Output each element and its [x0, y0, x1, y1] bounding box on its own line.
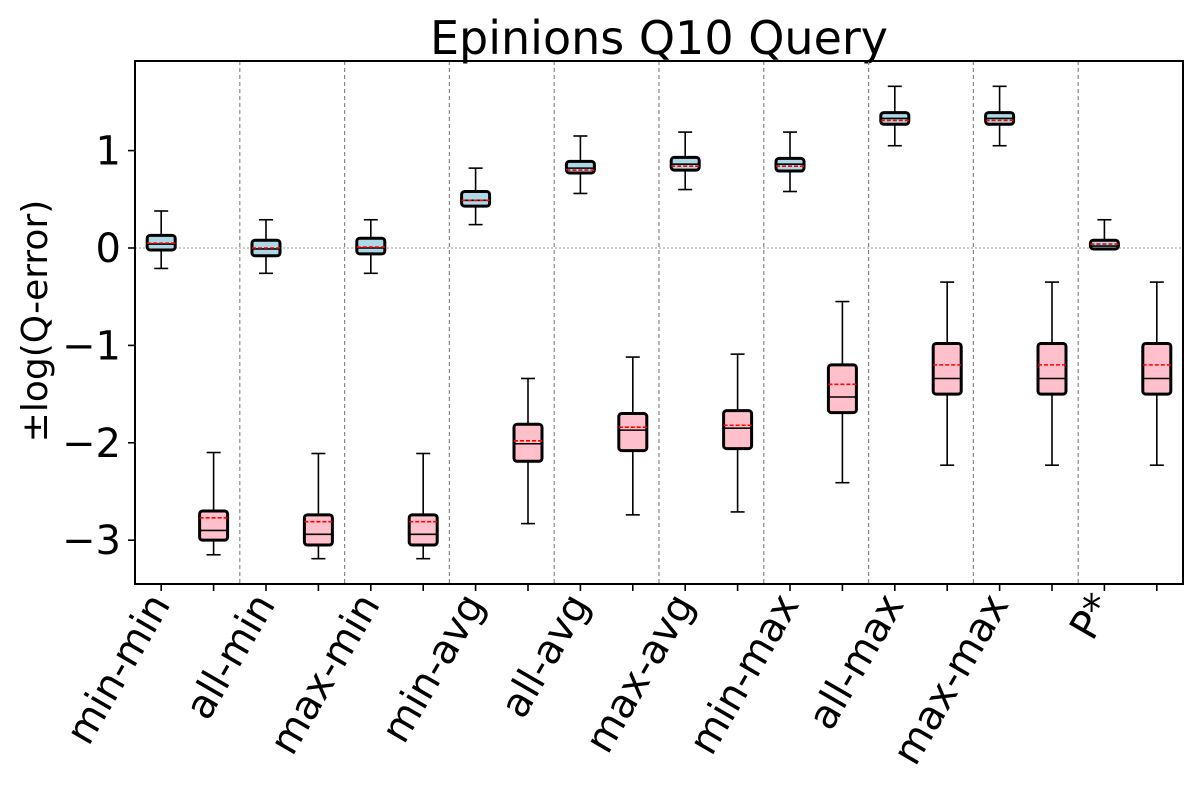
box-iqr [1141, 341, 1173, 396]
box-iqr [460, 190, 492, 208]
y-tick-label: −1 [62, 323, 121, 369]
x-tick-label: P* [1061, 586, 1123, 647]
box-iqr [722, 409, 754, 451]
box-iqr [302, 513, 334, 547]
box-iqr [1036, 341, 1068, 396]
box-iqr [617, 412, 649, 453]
plot-area: 10−1−2−3min-minall-minmax-minmin-avgall-… [57, 60, 1184, 772]
x-tick-label: all-min [177, 586, 285, 727]
box-iqr [512, 422, 544, 463]
x-tick-label: min-avg [373, 586, 495, 751]
box-iqr [198, 509, 230, 542]
x-tick-label: all-avg [492, 586, 599, 726]
chart-title: Epinions Q10 Query [430, 11, 888, 65]
y-tick-label: −3 [62, 518, 121, 564]
box-iqr [407, 513, 439, 547]
box-iqr [826, 363, 858, 415]
axes-frame [134, 60, 1184, 585]
x-tick-label: all-max [799, 586, 913, 737]
y-axis-label: ±log(Q-error) [15, 200, 56, 443]
x-tick-label: min-min [57, 586, 179, 752]
y-tick-label: 1 [96, 129, 121, 175]
box-iqr [355, 236, 387, 256]
box-iqr [931, 341, 963, 396]
box-iqr [564, 159, 596, 175]
y-tick-label: −2 [62, 421, 121, 467]
y-tick-label: 0 [96, 226, 121, 272]
